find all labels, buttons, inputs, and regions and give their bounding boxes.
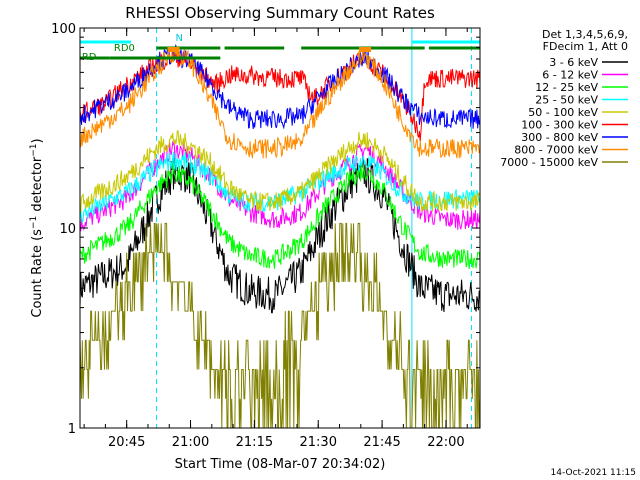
- x-axis-label: Start Time (08-Mar-07 20:34:02): [175, 457, 386, 472]
- y-tick-label: 10: [59, 222, 76, 237]
- state-bar-label-rd0: RD0: [114, 43, 135, 54]
- axes: 20:45 21:00 21:15 21:30 21:45 22:00 1 10 100: [51, 22, 481, 450]
- plot-content: N RD0 RD: [80, 28, 480, 428]
- y-axis-label: Count Rate (s−1 detector−1): [29, 138, 45, 317]
- series-line-1: [80, 140, 480, 232]
- series-line-2: [80, 162, 480, 270]
- x-tick-label: 21:15: [236, 435, 273, 450]
- y-tick-label: 1: [68, 422, 76, 437]
- series-line-0: [80, 155, 480, 314]
- legend-label-3: 25 - 50 keV: [535, 94, 598, 107]
- legend: Det 1,3,4,5,6,9,FDecim 1, Att 0 3 - 6 keV…: [500, 28, 628, 169]
- series-line-6: [80, 43, 480, 130]
- legend-label-2: 12 - 25 keV: [535, 81, 598, 94]
- state-bar-label-n: N: [176, 33, 183, 44]
- y-tick-label: 100: [51, 22, 76, 37]
- legend-header-line: FDecim 1, Att 0: [543, 40, 628, 53]
- legend-label-5: 100 - 300 keV: [521, 119, 598, 132]
- orange-box-1: [359, 47, 372, 52]
- series-line-8: [80, 222, 480, 428]
- legend-label-4: 50 - 100 keV: [528, 106, 598, 119]
- series-line-5: [80, 47, 480, 142]
- orange-box-0: [167, 47, 180, 52]
- x-tick-label: 20:45: [108, 435, 145, 450]
- state-bar-label-rd: RD: [82, 52, 97, 63]
- timestamp: 14-Oct-2021 11:15: [551, 468, 636, 478]
- x-tick-label: 21:00: [172, 435, 209, 450]
- plot-area: N RD0 RD: [80, 28, 480, 428]
- chart-title: RHESSI Observing Summary Count Rates: [125, 4, 435, 22]
- series-line-4: [80, 130, 480, 213]
- series-line-7: [80, 46, 480, 159]
- x-tick-label: 21:30: [300, 435, 337, 450]
- legend-label-0: 3 - 6 keV: [549, 56, 598, 69]
- legend-label-7: 800 - 7000 keV: [514, 144, 598, 157]
- x-tick-label: 21:45: [363, 435, 400, 450]
- legend-label-8: 7000 - 15000 keV: [500, 156, 598, 169]
- legend-label-1: 6 - 12 keV: [542, 69, 598, 82]
- x-tick-label: 22:00: [427, 435, 464, 450]
- legend-header-line: Det 1,3,4,5,6,9,: [542, 28, 628, 41]
- legend-label-6: 300 - 800 keV: [521, 131, 598, 144]
